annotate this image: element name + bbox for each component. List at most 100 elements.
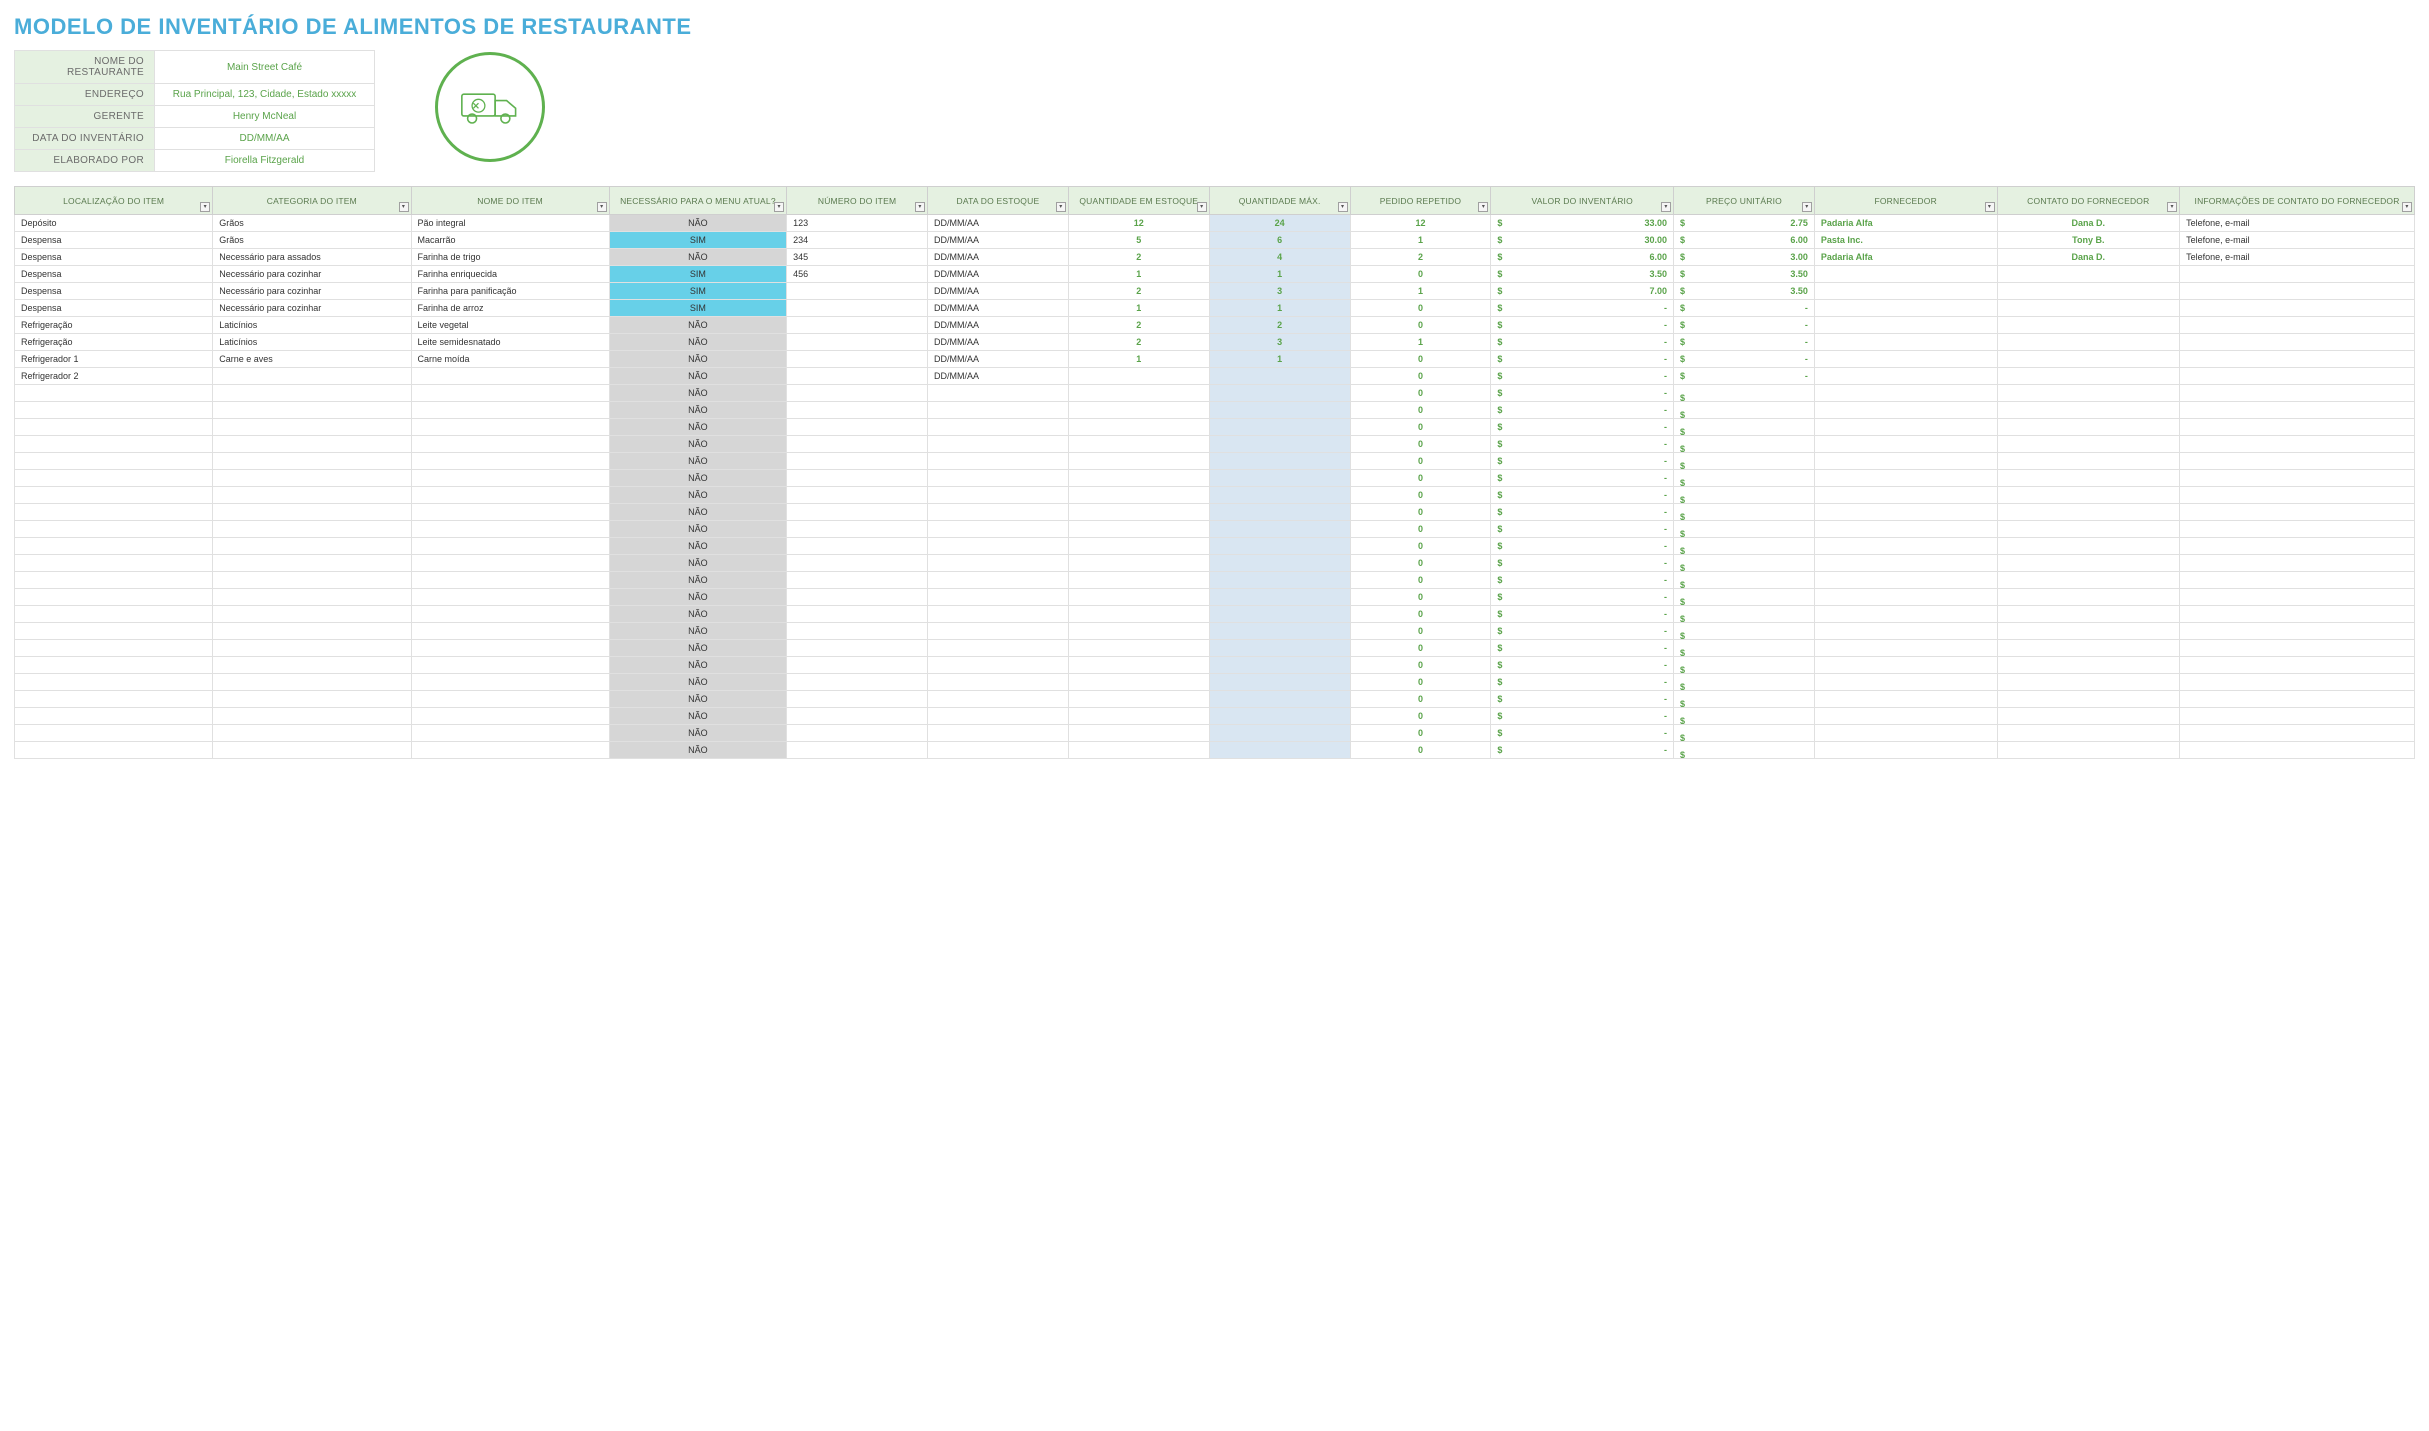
cell-qty[interactable] xyxy=(1068,623,1209,640)
cell-date[interactable]: DD/MM/AA xyxy=(927,317,1068,334)
cell-reorder[interactable]: 0 xyxy=(1350,725,1491,742)
column-header-name[interactable]: NOME DO ITEM▾ xyxy=(411,187,609,215)
cell-cat[interactable] xyxy=(213,674,411,691)
cell-invval[interactable]: $- xyxy=(1491,504,1674,521)
cell-vendor[interactable] xyxy=(1814,419,1997,436)
cell-menu[interactable]: NÃO xyxy=(609,470,786,487)
cell-vendor[interactable]: Padaria Alfa xyxy=(1814,215,1997,232)
cell-vinfo[interactable] xyxy=(2180,589,2415,606)
cell-menu[interactable]: NÃO xyxy=(609,249,786,266)
filter-dropdown-icon[interactable]: ▾ xyxy=(774,202,784,212)
cell-vcontact[interactable] xyxy=(1997,674,2180,691)
cell-loc[interactable] xyxy=(15,742,213,759)
cell-menu[interactable]: NÃO xyxy=(609,538,786,555)
cell-qty[interactable]: 5 xyxy=(1068,232,1209,249)
column-header-invval[interactable]: VALOR DO INVENTÁRIO▾ xyxy=(1491,187,1674,215)
cell-vinfo[interactable] xyxy=(2180,572,2415,589)
cell-name[interactable] xyxy=(411,419,609,436)
cell-vcontact[interactable] xyxy=(1997,691,2180,708)
cell-num[interactable] xyxy=(787,453,928,470)
cell-name[interactable] xyxy=(411,674,609,691)
cell-vendor[interactable] xyxy=(1814,691,1997,708)
cell-qty[interactable]: 2 xyxy=(1068,249,1209,266)
cell-menu[interactable]: NÃO xyxy=(609,317,786,334)
cell-name[interactable] xyxy=(411,606,609,623)
cell-num[interactable] xyxy=(787,351,928,368)
cell-invval[interactable]: $- xyxy=(1491,402,1674,419)
cell-qty[interactable]: 2 xyxy=(1068,283,1209,300)
cell-max[interactable] xyxy=(1209,470,1350,487)
cell-vinfo[interactable] xyxy=(2180,742,2415,759)
cell-qty[interactable] xyxy=(1068,674,1209,691)
cell-vendor[interactable] xyxy=(1814,640,1997,657)
cell-num[interactable] xyxy=(787,606,928,623)
cell-menu[interactable]: NÃO xyxy=(609,487,786,504)
filter-dropdown-icon[interactable]: ▾ xyxy=(2402,202,2412,212)
cell-loc[interactable] xyxy=(15,436,213,453)
cell-cat[interactable] xyxy=(213,538,411,555)
cell-max[interactable]: 3 xyxy=(1209,283,1350,300)
cell-reorder[interactable]: 0 xyxy=(1350,266,1491,283)
column-header-max[interactable]: QUANTIDADE MÁX.▾ xyxy=(1209,187,1350,215)
cell-max[interactable] xyxy=(1209,368,1350,385)
cell-vcontact[interactable] xyxy=(1997,589,2180,606)
cell-cat[interactable] xyxy=(213,419,411,436)
cell-vinfo[interactable] xyxy=(2180,487,2415,504)
cell-name[interactable] xyxy=(411,504,609,521)
cell-vendor[interactable] xyxy=(1814,334,1997,351)
cell-max[interactable] xyxy=(1209,487,1350,504)
cell-unit[interactable]: $ xyxy=(1674,453,1815,470)
cell-cat[interactable]: Laticínios xyxy=(213,334,411,351)
cell-loc[interactable]: Despensa xyxy=(15,300,213,317)
cell-qty[interactable] xyxy=(1068,555,1209,572)
cell-menu[interactable]: NÃO xyxy=(609,215,786,232)
cell-loc[interactable]: Refrigerador 2 xyxy=(15,368,213,385)
cell-num[interactable] xyxy=(787,708,928,725)
cell-unit[interactable]: $ xyxy=(1674,589,1815,606)
cell-vcontact[interactable] xyxy=(1997,606,2180,623)
cell-invval[interactable]: $- xyxy=(1491,674,1674,691)
cell-invval[interactable]: $- xyxy=(1491,351,1674,368)
cell-vendor[interactable] xyxy=(1814,572,1997,589)
cell-date[interactable] xyxy=(927,725,1068,742)
cell-vendor[interactable] xyxy=(1814,317,1997,334)
cell-vendor[interactable] xyxy=(1814,351,1997,368)
cell-date[interactable]: DD/MM/AA xyxy=(927,266,1068,283)
cell-date[interactable] xyxy=(927,538,1068,555)
cell-num[interactable] xyxy=(787,691,928,708)
cell-loc[interactable] xyxy=(15,521,213,538)
cell-vcontact[interactable] xyxy=(1997,572,2180,589)
cell-menu[interactable]: NÃO xyxy=(609,708,786,725)
cell-menu[interactable]: SIM xyxy=(609,266,786,283)
cell-vendor[interactable] xyxy=(1814,623,1997,640)
cell-vcontact[interactable] xyxy=(1997,300,2180,317)
cell-reorder[interactable]: 2 xyxy=(1350,249,1491,266)
cell-vinfo[interactable] xyxy=(2180,521,2415,538)
cell-invval[interactable]: $7.00 xyxy=(1491,283,1674,300)
cell-cat[interactable] xyxy=(213,436,411,453)
cell-unit[interactable]: $- xyxy=(1674,317,1815,334)
filter-dropdown-icon[interactable]: ▾ xyxy=(1197,202,1207,212)
cell-num[interactable] xyxy=(787,300,928,317)
cell-loc[interactable] xyxy=(15,504,213,521)
cell-max[interactable] xyxy=(1209,657,1350,674)
cell-vcontact[interactable] xyxy=(1997,657,2180,674)
cell-vcontact[interactable] xyxy=(1997,470,2180,487)
cell-cat[interactable] xyxy=(213,487,411,504)
cell-num[interactable] xyxy=(787,674,928,691)
cell-unit[interactable]: $3.50 xyxy=(1674,283,1815,300)
cell-reorder[interactable]: 0 xyxy=(1350,657,1491,674)
cell-cat[interactable] xyxy=(213,589,411,606)
cell-unit[interactable]: $3.00 xyxy=(1674,249,1815,266)
cell-qty[interactable] xyxy=(1068,368,1209,385)
cell-cat[interactable]: Necessário para cozinhar xyxy=(213,266,411,283)
cell-invval[interactable]: $- xyxy=(1491,742,1674,759)
cell-unit[interactable]: $ xyxy=(1674,385,1815,402)
cell-cat[interactable]: Grãos xyxy=(213,215,411,232)
cell-qty[interactable] xyxy=(1068,419,1209,436)
cell-invval[interactable]: $- xyxy=(1491,300,1674,317)
cell-name[interactable]: Leite semidesnatado xyxy=(411,334,609,351)
cell-vinfo[interactable] xyxy=(2180,555,2415,572)
cell-max[interactable] xyxy=(1209,521,1350,538)
cell-invval[interactable]: $- xyxy=(1491,419,1674,436)
